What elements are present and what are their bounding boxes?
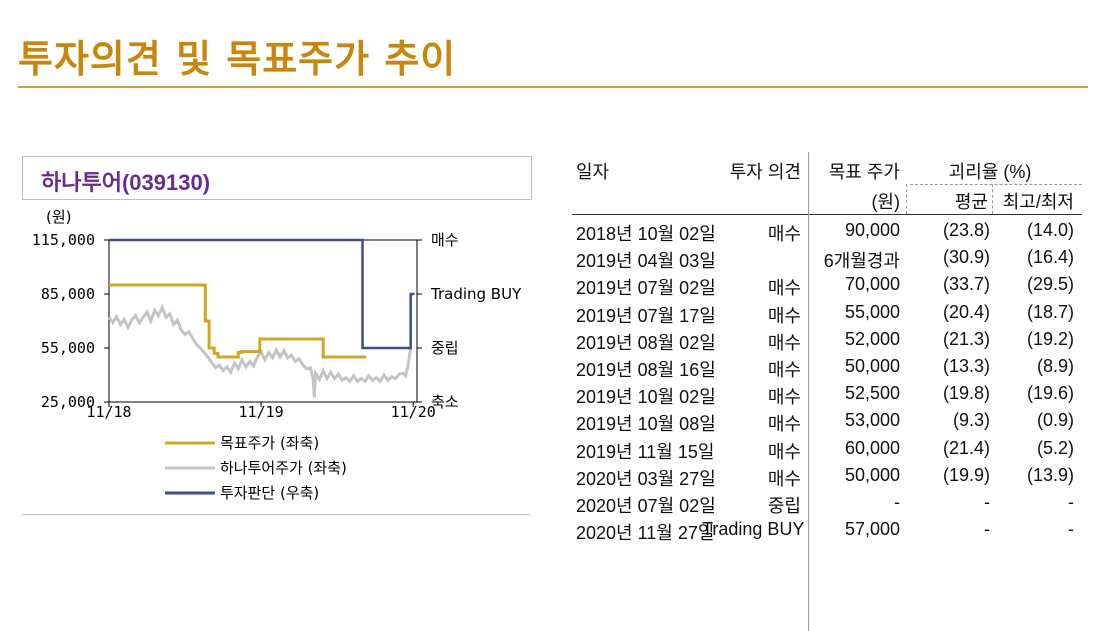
row-target: 55,000 [844,301,900,322]
stock-price-line [107,303,413,398]
row-hilo: (14.0) [1026,220,1074,240]
col-separator [808,152,809,631]
row-date: 2018년 10월 02일 [576,224,716,244]
header-gap: 괴리율 (%) [948,162,1032,182]
row-target: 57,000 [844,519,900,540]
row-date: 2019년 08월 02일 [576,332,716,353]
legend-label: 목표주가 (좌축) [220,434,319,452]
header-dashed-line [910,184,1082,185]
header-bottom-line [572,214,1082,215]
row-target: 90,000 [844,220,900,240]
row-date: 2020년 11월 27일 [576,523,715,544]
row-opinion: Trading BUY [702,519,805,540]
col-separator-dashed [992,184,993,214]
header-opinion: 투자 의견 [729,162,801,182]
header-date: 일자 [576,162,610,182]
row-date: 2020년 03월 27일 [576,468,716,489]
row-hilo: - [1068,492,1074,512]
row-opinion: 매수 [767,468,801,489]
row-hilo: (19.6) [1026,383,1074,404]
header-target: 목표 주가 [828,162,900,182]
row-opinion: 매수 [767,332,801,353]
chart-bottom-divider [22,514,530,515]
chart-title-box: 하나투어(039130) [22,156,532,200]
row-hilo: (16.4) [1026,247,1074,268]
title-divider [18,86,1088,88]
row-avg: (21.4) [942,437,990,458]
rating-line [109,238,415,350]
opinion-table: 일자 투자 의견 목표 주가 괴리율 (%) (원) 평균 최고/최저 2018년 10월 0… [572,152,1082,631]
row-opinion: 매수 [767,414,801,435]
header-target-unit: (원) [871,192,900,212]
row-hilo: (19.2) [1026,328,1074,349]
row-avg: (21.3) [942,328,990,349]
row-hilo: (18.7) [1026,301,1074,322]
row-target: 52,500 [844,383,900,404]
chart-title: 하나투어(039130) [41,170,211,195]
y-right-tick-label: 축소 [431,393,459,411]
row-date: 2019년 07월 17일 [576,305,716,326]
legend-label: 투자판단 (우축) [220,484,319,502]
row-target: 70,000 [844,274,900,295]
x-tick-label: 11/18 [86,403,131,421]
y-unit-label: (원) [46,208,72,226]
row-hilo: - [1068,519,1074,540]
row-target: - [894,492,900,512]
row-avg: (9.3) [952,410,990,431]
legend-label: 하나투어주가 (좌축) [220,459,347,477]
row-target: 50,000 [844,464,900,485]
row-date: 2020년 07월 02일 [576,496,716,516]
header-avg: 평균 [954,192,988,212]
y-left-tick-label: 85,000 [41,285,95,303]
y-right-tick-label: Trading BUY [430,285,522,303]
row-target: 52,000 [844,328,900,349]
row-avg: (19.8) [942,383,990,404]
row-date: 2019년 10월 02일 [576,387,716,408]
row-target: 53,000 [844,410,900,431]
row-avg: (13.3) [942,356,990,376]
x-tick-label: 11/20 [391,403,436,421]
row-target: 60,000 [844,437,900,458]
col-separator-dashed [906,184,907,214]
row-opinion: 매수 [767,224,801,244]
row-hilo: (5.2) [1036,437,1074,458]
row-opinion: 중립 [767,496,801,516]
row-target: 6개월경과 [823,251,900,272]
y-right-tick-label: 매수 [431,231,459,249]
row-avg: - [984,519,990,540]
price-chart: (원) 115,000 85,000 55,000 25,000 매수 Trading BU… [32,208,522,502]
row-hilo: (13.9) [1026,464,1074,485]
row-hilo: (0.9) [1036,410,1074,431]
x-tick-label: 11/19 [239,403,284,421]
row-hilo: (8.9) [1036,356,1074,376]
y-left-tick-label: 55,000 [41,339,95,357]
row-opinion: 매수 [767,387,801,408]
y-left-tick-label: 115,000 [32,231,95,249]
row-avg: (33.7) [942,274,990,295]
target-price-line [109,283,367,359]
y-right-tick-label: 중립 [431,339,459,357]
row-avg: (19.9) [942,464,990,485]
row-opinion: 매수 [767,360,801,380]
row-date: 2019년 10월 08일 [576,414,716,435]
row-opinion: 매수 [767,278,801,299]
row-hilo: (29.5) [1026,274,1074,295]
header-hilo: 최고/최저 [1002,192,1074,212]
row-avg: (30.9) [942,247,990,268]
row-avg: (20.4) [942,301,990,322]
row-avg: (23.8) [942,220,990,240]
y-left-tick-label: 25,000 [41,393,95,411]
row-opinion: 매수 [767,441,801,462]
row-date: 2019년 08월 16일 [576,360,716,380]
page-title: 투자의견 및 목표주가 추이 [18,37,457,81]
row-date: 2019년 11월 15일 [576,441,715,462]
row-target: 50,000 [844,356,900,376]
row-date: 2019년 07월 02일 [576,278,716,299]
row-opinion: 매수 [767,305,801,326]
row-avg: - [984,492,990,512]
row-date: 2019년 04월 03일 [576,251,716,272]
